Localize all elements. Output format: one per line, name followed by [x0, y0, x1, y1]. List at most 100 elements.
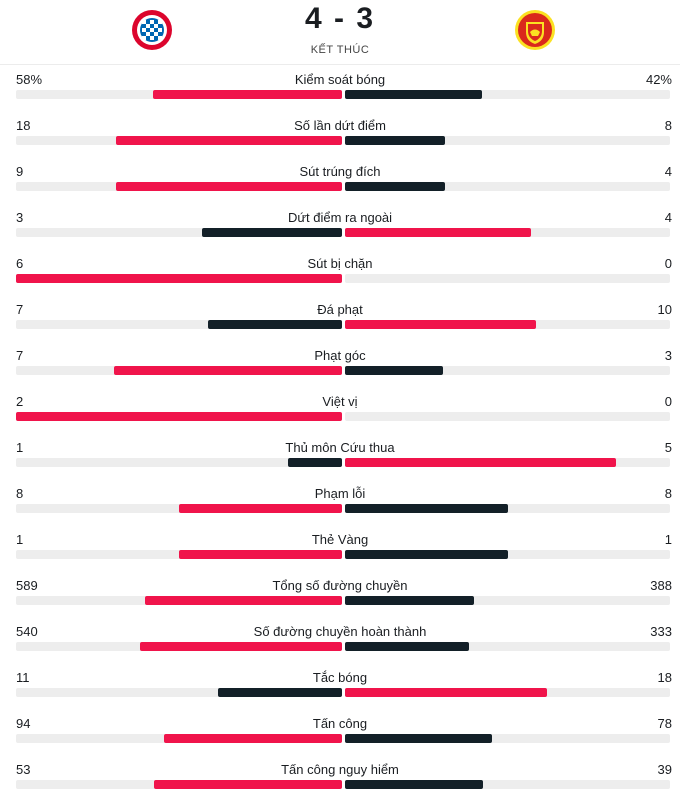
stat-row: 94 Tấn công 78 [0, 709, 680, 755]
stat-home-bar-track [16, 228, 342, 237]
stat-row: 58% Kiểm soát bóng 42% [0, 65, 680, 111]
stat-away-bar [345, 90, 482, 99]
bayern-logo-icon[interactable] [130, 8, 174, 52]
stat-home-value: 6 [16, 256, 24, 271]
stat-away-bar-track [345, 90, 670, 99]
stat-home-bar-track [16, 274, 342, 283]
stat-away-value: 1 [664, 532, 672, 547]
stat-home-value: 8 [16, 486, 24, 501]
stat-row: 3 Dứt điểm ra ngoài 4 [0, 203, 680, 249]
stat-label: Sút trúng đích [299, 164, 381, 179]
stat-label: Sút bị chặn [307, 256, 373, 271]
stat-home-bar-track [16, 688, 342, 697]
stat-label: Thẻ Vàng [311, 532, 369, 547]
stat-row: 53 Tấn công nguy hiểm 39 [0, 755, 680, 801]
stat-home-bar [154, 780, 342, 789]
stat-away-value: 8 [664, 486, 672, 501]
stat-home-value: 94 [16, 716, 31, 731]
stat-home-value: 18 [16, 118, 31, 133]
stat-label: Số lần dứt điểm [294, 118, 386, 133]
stat-away-value: 4 [664, 210, 672, 225]
stat-row: 8 Phạm lỗi 8 [0, 479, 680, 525]
stat-away-bar [345, 504, 508, 513]
stat-row: 2 Việt vị 0 [0, 387, 680, 433]
stat-away-value: 10 [657, 302, 672, 317]
stat-away-bar [345, 366, 443, 375]
stat-home-bar-track [16, 412, 342, 421]
stat-away-value: 3 [664, 348, 672, 363]
stat-away-value: 18 [657, 670, 672, 685]
stat-away-bar [345, 550, 508, 559]
stat-away-bar [345, 688, 547, 697]
stat-away-bar-track [345, 596, 670, 605]
stat-home-value: 1 [16, 532, 24, 547]
stat-away-bar-track [345, 320, 670, 329]
stat-home-value: 7 [16, 302, 24, 317]
stat-away-value: 5 [664, 440, 672, 455]
stat-home-bar [113, 366, 342, 375]
stat-row: 7 Đá phạt 10 [0, 295, 680, 341]
stat-home-value: 589 [16, 578, 38, 593]
stat-label: Tổng số đường chuyền [272, 578, 408, 593]
stat-label: Tấn công [312, 716, 368, 731]
stat-away-bar-track [345, 458, 670, 467]
stat-row: 1 Thẻ Vàng 1 [0, 525, 680, 571]
stat-away-bar-track [345, 734, 670, 743]
stat-away-bar [345, 780, 483, 789]
stat-away-bar-track [345, 228, 670, 237]
stat-row: 11 Tắc bóng 18 [0, 663, 680, 709]
stat-home-bar-track [16, 550, 342, 559]
stat-away-bar-track [345, 136, 670, 145]
stat-row: 6 Sút bị chặn 0 [0, 249, 680, 295]
stat-away-value: 4 [664, 164, 672, 179]
stat-home-bar-track [16, 504, 342, 513]
stat-away-bar [345, 136, 445, 145]
stat-home-bar-track [16, 90, 342, 99]
stat-home-value: 53 [16, 762, 31, 777]
stat-home-bar [116, 136, 342, 145]
stat-away-bar [345, 320, 537, 329]
stat-home-bar-track [16, 182, 342, 191]
stat-label: Đá phạt [317, 302, 363, 317]
stat-home-value: 540 [16, 624, 38, 639]
stat-home-bar-track [16, 596, 342, 605]
stat-home-bar [202, 228, 342, 237]
stat-home-bar [207, 320, 342, 329]
stat-label: Phạt góc [314, 348, 366, 363]
stat-home-bar-track [16, 366, 342, 375]
stat-label: Thủ môn Cứu thua [285, 440, 395, 455]
stats-list: 58% Kiểm soát bóng 42% 18 Số lần dứt điểm 8 9 S… [0, 65, 680, 801]
stat-away-value: 0 [664, 394, 672, 409]
stat-away-value: 8 [664, 118, 672, 133]
stat-away-value: 39 [657, 762, 672, 777]
stat-label: Tắc bóng [312, 670, 368, 685]
stat-home-value: 3 [16, 210, 24, 225]
stat-away-value: 333 [650, 624, 672, 639]
stat-away-bar [345, 228, 531, 237]
stat-row: 18 Số lần dứt điểm 8 [0, 111, 680, 157]
stat-home-bar [287, 458, 342, 467]
stat-away-bar-track [345, 504, 670, 513]
manutd-logo-icon[interactable] [513, 8, 557, 52]
stat-home-bar-track [16, 642, 342, 651]
stat-away-bar-track [345, 182, 670, 191]
stat-away-value: 388 [650, 578, 672, 593]
stat-away-bar [345, 734, 493, 743]
stat-home-bar [16, 412, 342, 421]
stat-away-bar-track [345, 274, 670, 283]
stat-home-bar-track [16, 458, 342, 467]
stat-home-bar [218, 688, 342, 697]
match-status: KẾT THÚC [310, 44, 370, 56]
stat-home-bar [16, 274, 342, 283]
stat-home-value: 58% [16, 72, 43, 87]
stat-home-value: 1 [16, 440, 24, 455]
stat-away-bar-track [345, 550, 670, 559]
stat-away-bar-track [345, 642, 670, 651]
stat-row: 9 Sút trúng đích 4 [0, 157, 680, 203]
stat-home-value: 2 [16, 394, 24, 409]
stat-away-bar-track [345, 412, 670, 421]
stat-label: Dứt điểm ra ngoài [287, 210, 393, 225]
stat-home-bar [163, 734, 342, 743]
stat-label: Số đường chuyền hoàn thành [253, 624, 427, 639]
stat-away-bar [345, 182, 445, 191]
